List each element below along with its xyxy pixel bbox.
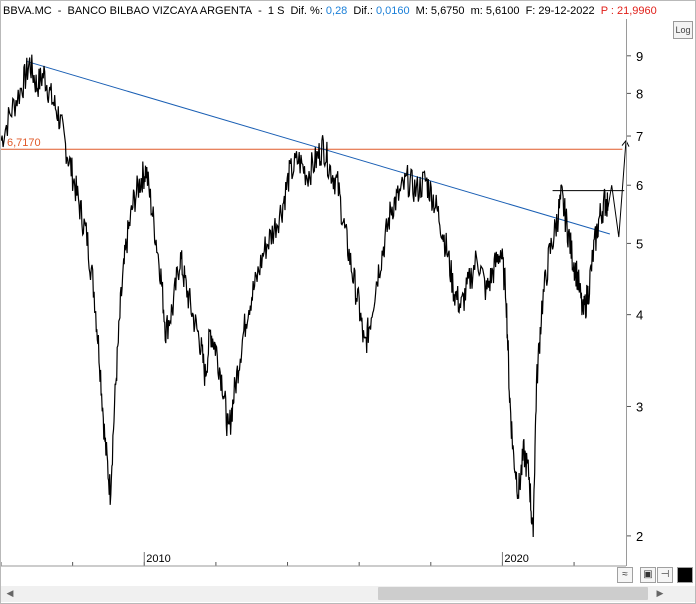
y-tick-label: 4 (636, 308, 643, 323)
scrollbar-thumb[interactable] (378, 587, 648, 600)
separator: - (258, 5, 262, 17)
price-chart[interactable]: 2345678920062008201020122014201620182020… (1, 1, 695, 567)
min-label: m: (470, 5, 483, 17)
close-date: 29-12-2022 (538, 5, 595, 17)
separator: - (57, 5, 62, 17)
trend-line (25, 60, 611, 235)
save-icon[interactable]: ▣ (640, 567, 656, 583)
dif-value: 0,0160 (375, 5, 410, 17)
period-marker-label: 2010 (146, 553, 170, 565)
close-label: F: (525, 5, 536, 17)
max-value: 5,6750 (430, 5, 465, 17)
scroll-right-icon[interactable]: ▶ (656, 588, 664, 598)
scroll-left-icon[interactable]: ◀ (6, 588, 14, 598)
dif-label: Dif.: (353, 5, 373, 17)
dif-pct-value: 0,28 (325, 5, 348, 17)
max-label: M: (415, 5, 428, 17)
y-tick-label: 7 (636, 129, 643, 144)
y-tick-label: 5 (636, 236, 643, 251)
y-tick-label: 3 (636, 399, 643, 414)
y-tick-label: 2 (636, 529, 643, 544)
pin-icon[interactable]: ⊣ (657, 567, 673, 583)
y-axis-line (626, 19, 627, 566)
company-name: BANCO BILBAO VIZCAYA ARGENTA (67, 5, 253, 17)
p-label: P : (600, 5, 614, 17)
min-value: 5,6100 (485, 5, 520, 17)
chart-header: BBVA.MC - BANCO BILBAO VIZCAYA ARGENTA -… (3, 3, 660, 19)
period-label: 1 S (267, 5, 285, 17)
zoom-icon[interactable]: ≈ (617, 567, 633, 583)
projection-path (607, 140, 627, 238)
y-tick-label: 6 (636, 178, 643, 193)
p-value: 21,9960 (616, 5, 657, 17)
symbol-label: BBVA.MC (3, 5, 52, 17)
y-tick-label: 8 (636, 86, 643, 101)
price-series-line (1, 54, 609, 538)
hline-label: 6,7170 (7, 137, 41, 149)
period-marker-label: 2020 (504, 553, 528, 565)
color-swatch-icon[interactable] (677, 567, 693, 583)
dif-pct-label: Dif. %: (290, 5, 323, 17)
log-scale-button[interactable]: Log (673, 21, 693, 39)
y-tick-label: 9 (636, 49, 643, 64)
